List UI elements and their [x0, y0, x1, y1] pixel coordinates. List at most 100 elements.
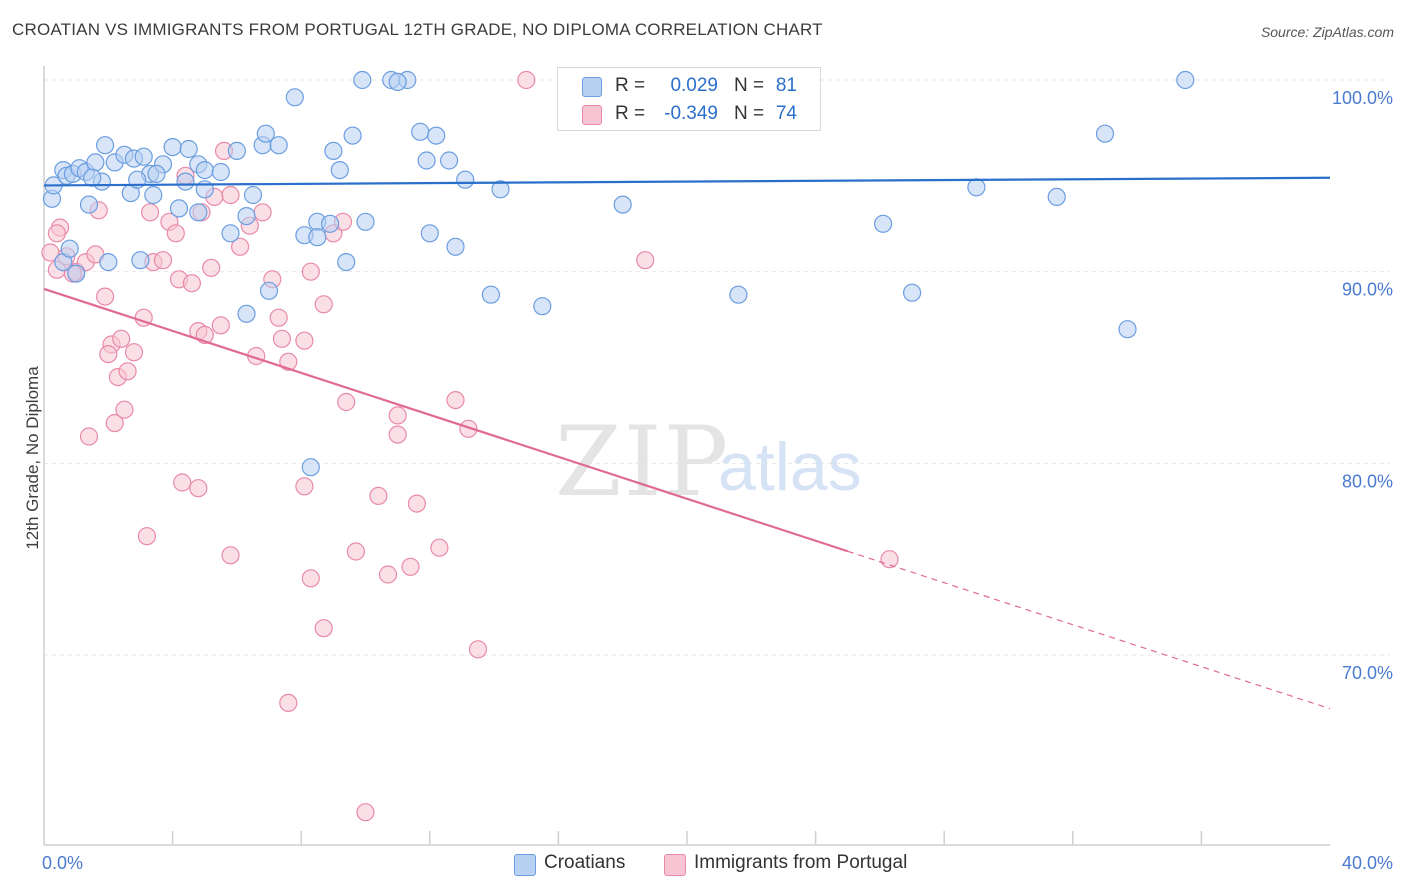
- immigrants-point: [153, 251, 173, 270]
- x-tick-label: 0.0%: [42, 853, 83, 873]
- immigrants-point: [202, 258, 221, 277]
- croatians-point: [324, 141, 343, 160]
- immigrants-point: [173, 473, 192, 492]
- croatians-point: [227, 141, 246, 160]
- croatians-point: [67, 264, 86, 283]
- croatians-point: [491, 180, 510, 199]
- immigrants-point: [182, 274, 201, 293]
- croatians-point: [99, 253, 118, 272]
- croatians-point: [337, 253, 356, 272]
- croatians-point: [1176, 70, 1195, 90]
- legend-label: Croatians: [544, 852, 626, 873]
- legend-row-immigrants: R = -0.349 N = 74: [558, 100, 820, 128]
- immigrants-point: [301, 262, 320, 281]
- y-tick-label: 70.0%: [1342, 663, 1393, 683]
- immigrants-point: [231, 237, 250, 256]
- croatians-point: [321, 214, 340, 233]
- croatians-point: [221, 224, 240, 243]
- immigrants-point: [430, 538, 449, 557]
- immigrants-point: [295, 477, 314, 496]
- croatians-point: [420, 224, 439, 243]
- immigrants-point: [301, 569, 320, 588]
- croatians-point: [131, 251, 150, 270]
- y-tick-label: 80.0%: [1342, 471, 1393, 491]
- croatians-point: [533, 297, 552, 316]
- y-axis-label: 12th Grade, No Diploma: [23, 366, 42, 550]
- immigrants-point: [112, 329, 131, 348]
- croatians-point: [308, 228, 327, 247]
- y-tick-label: 90.0%: [1342, 280, 1393, 300]
- immigrants-point: [253, 203, 272, 222]
- croatians-point: [169, 199, 189, 218]
- croatians-point: [95, 136, 115, 155]
- axes: [43, 66, 1330, 846]
- immigrants-point: [189, 479, 208, 498]
- immigrants-point: [517, 70, 536, 90]
- immigrants-point: [99, 345, 118, 364]
- croatians-point: [440, 151, 459, 170]
- croatians-point: [243, 185, 263, 205]
- immigrants-point: [137, 527, 156, 546]
- croatians-point: [356, 212, 375, 231]
- croatians-point: [189, 203, 208, 222]
- immigrants-trend-extension: [847, 550, 1331, 710]
- immigrants-point: [279, 693, 298, 713]
- legend-r-value: -0.349: [664, 103, 718, 124]
- croatians-point: [353, 70, 372, 90]
- immigrants-point: [79, 427, 99, 446]
- source-label: Source: ZipAtlas.com: [1260, 24, 1394, 40]
- immigrants-trend-line: [43, 287, 849, 553]
- immigrants-point: [211, 316, 230, 335]
- immigrants-point: [124, 343, 144, 362]
- legend-swatch-pink: [582, 105, 602, 125]
- immigrants-point: [314, 295, 333, 314]
- immigrants-point: [115, 400, 134, 419]
- watermark: ZIP atlas: [555, 406, 862, 518]
- immigrants-point: [388, 406, 407, 425]
- immigrants-point: [378, 565, 398, 584]
- croatians-point: [211, 162, 230, 182]
- series-immigrants-points: [41, 70, 899, 822]
- correlation-legend: R = 0.029 N = 81 R = -0.349 N = 74: [557, 67, 821, 131]
- immigrants-point: [314, 619, 333, 638]
- croatians-point: [134, 147, 153, 166]
- immigrants-point: [272, 329, 291, 348]
- croatians-point: [967, 178, 986, 197]
- immigrants-point: [118, 362, 137, 381]
- croatians-point: [1118, 320, 1137, 339]
- immigrants-point: [221, 185, 240, 205]
- croatians-point: [873, 214, 893, 233]
- immigrants-point: [337, 392, 356, 412]
- croatians-point: [195, 161, 214, 180]
- legend-swatch-pink: [664, 854, 686, 876]
- legend-label: Immigrants from Portugal: [694, 852, 908, 873]
- immigrants-point: [279, 352, 298, 371]
- croatians-point: [330, 161, 349, 180]
- immigrants-point: [388, 425, 407, 444]
- croatians-point: [144, 185, 163, 205]
- chart-title: CROATIAN VS IMMIGRANTS FROM PORTUGAL 12T…: [12, 20, 823, 39]
- immigrants-point: [459, 419, 478, 438]
- croatians-point: [729, 285, 748, 304]
- immigrants-point: [880, 550, 899, 569]
- croatians-point: [481, 285, 500, 304]
- legend-n-label: N =: [734, 103, 765, 124]
- croatians-point: [427, 126, 446, 145]
- immigrants-point: [141, 203, 160, 222]
- croatians-point: [237, 304, 256, 323]
- croatians-point: [79, 195, 99, 214]
- legend-n-value: 81: [775, 75, 797, 96]
- immigrants-point: [356, 803, 375, 822]
- immigrants-point: [221, 546, 240, 565]
- y-tick-label: 100.0%: [1332, 88, 1393, 108]
- croatians-point: [269, 136, 288, 155]
- croatians-point: [147, 164, 166, 183]
- croatians-point: [1095, 124, 1115, 143]
- croatians-trend-line: [43, 176, 1331, 187]
- tick-labels: 70.0% 80.0% 90.0% 100.0% 0.0% 40.0%: [42, 88, 1393, 873]
- immigrants-point: [47, 224, 67, 243]
- croatians-point: [176, 172, 195, 191]
- immigrants-point: [401, 557, 420, 576]
- immigrants-point: [407, 494, 426, 513]
